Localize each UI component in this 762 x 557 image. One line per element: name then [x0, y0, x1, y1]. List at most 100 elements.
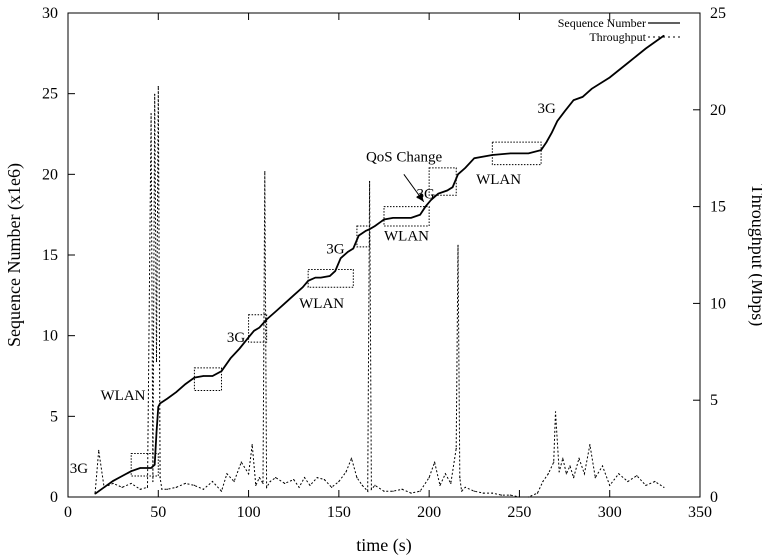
throughput-point: [654, 480, 656, 483]
annotations: 3G WLAN 3G WLAN 3G WLAN 3G WLAN 3G QoS Change: [70, 101, 556, 477]
sequence-number-point: [193, 377, 195, 379]
throughput-point: [166, 488, 168, 490]
sequence-number-point: [258, 327, 261, 329]
throughput-point: [594, 477, 596, 479]
x-tick-label: 300: [598, 504, 622, 521]
sequence-number-point: [175, 391, 177, 393]
throughput-point: [554, 411, 557, 413]
throughput-point: [130, 482, 132, 485]
y2-tick-label: 10: [710, 295, 726, 312]
sequence-number-point: [392, 217, 394, 219]
throughput-point: [370, 488, 372, 490]
annotation-label: WLAN: [101, 388, 146, 404]
sequence-number-point: [645, 47, 647, 50]
throughput-point: [338, 480, 340, 483]
sequence-number-point: [627, 62, 629, 64]
throughput-point: [491, 492, 493, 494]
throughput-point: [457, 244, 459, 246]
annotation-label: WLAN: [299, 296, 344, 312]
throughput-point: [578, 457, 580, 459]
sequence-number-point: [352, 247, 354, 250]
throughput-point: [410, 492, 412, 494]
x-tick-label: 350: [688, 504, 712, 521]
throughput-point: [473, 490, 475, 492]
throughput-point: [233, 480, 235, 483]
y2-tick-label: 15: [710, 199, 726, 216]
sequence-number-point: [464, 167, 466, 169]
throughput-point: [264, 171, 266, 173]
throughput-point: [161, 488, 163, 490]
sequence-number-point: [150, 467, 152, 469]
x-tick-label: 0: [64, 504, 72, 521]
x-tick-label: 250: [507, 504, 531, 521]
throughput-point: [500, 494, 502, 496]
sequence-number-point: [452, 186, 454, 188]
throughput-point: [298, 486, 300, 488]
transition-boxes: [130, 141, 542, 477]
sequence-number-point: [155, 431, 158, 434]
throughput-point: [350, 457, 353, 459]
throughput-point: [356, 477, 358, 479]
y-tick-label: 10: [42, 328, 58, 345]
y2-tick-label: 20: [710, 102, 726, 119]
sequence-number-point: [157, 406, 159, 408]
transition-box: [356, 225, 371, 248]
legend: Sequence Number Throughput: [558, 16, 680, 44]
transition-box: [383, 206, 430, 227]
throughput-point: [139, 488, 141, 490]
throughput-point: [583, 473, 586, 475]
throughput-point: [455, 448, 457, 450]
sequence-number-point: [563, 110, 566, 113]
throughput-point: [251, 444, 253, 446]
throughput-point: [103, 486, 105, 488]
throughput-point: [345, 471, 347, 473]
throughput-point: [433, 461, 436, 463]
throughput-point: [645, 484, 647, 486]
sequence-number-point: [573, 99, 575, 101]
throughput-point: [175, 486, 177, 488]
throughput-point: [627, 480, 629, 483]
throughput-point: [155, 360, 158, 363]
throughput-point: [121, 486, 123, 488]
axis-ticks: 0 50 100 150 200 250 300 3500510152025300510152…: [42, 5, 726, 521]
sequence-number-point: [582, 96, 584, 98]
throughput-point: [262, 482, 264, 485]
throughput-point: [401, 488, 403, 490]
sequence-number-point: [253, 330, 255, 332]
throughput-point: [663, 486, 665, 488]
throughput-point: [609, 484, 611, 486]
legend-label-throughput: Throughput: [589, 30, 646, 44]
plot-frame: [67, 12, 701, 498]
sequence-number-point: [302, 286, 304, 288]
throughput-point: [573, 477, 575, 479]
sequence-number-point: [365, 230, 367, 232]
sequence-number-point: [329, 275, 331, 277]
throughput-point: [461, 490, 463, 492]
x-axis-label: time (s): [356, 535, 412, 556]
throughput-point: [565, 473, 567, 475]
sequence-number-point: [430, 199, 432, 201]
throughput-point: [542, 480, 544, 483]
sequence-number-point: [419, 214, 421, 216]
sequence-number-point: [293, 294, 295, 296]
throughput-point: [536, 492, 539, 494]
annotation-label: 3G: [417, 187, 436, 203]
throughput-point: [589, 444, 591, 446]
throughput-point: [323, 478, 326, 481]
y-tick-label: 15: [42, 247, 58, 264]
transition-box: [130, 452, 159, 477]
sequence-number-point: [401, 217, 403, 219]
sequence-number-point: [491, 154, 493, 156]
sequence-number-point: [424, 206, 427, 208]
throughput-point: [618, 473, 620, 475]
y2-tick-label: 25: [710, 5, 726, 22]
annotation-label: 3G: [537, 101, 556, 117]
throughput-point: [293, 478, 295, 481]
annotation-label: 3G: [326, 241, 345, 257]
y2-tick-label: 5: [710, 392, 718, 409]
sequence-number-point: [551, 131, 553, 133]
throughput-point: [601, 465, 604, 467]
sequence-number-point: [358, 235, 360, 237]
sequence-number-point: [545, 141, 548, 143]
throughput-point: [157, 85, 159, 88]
